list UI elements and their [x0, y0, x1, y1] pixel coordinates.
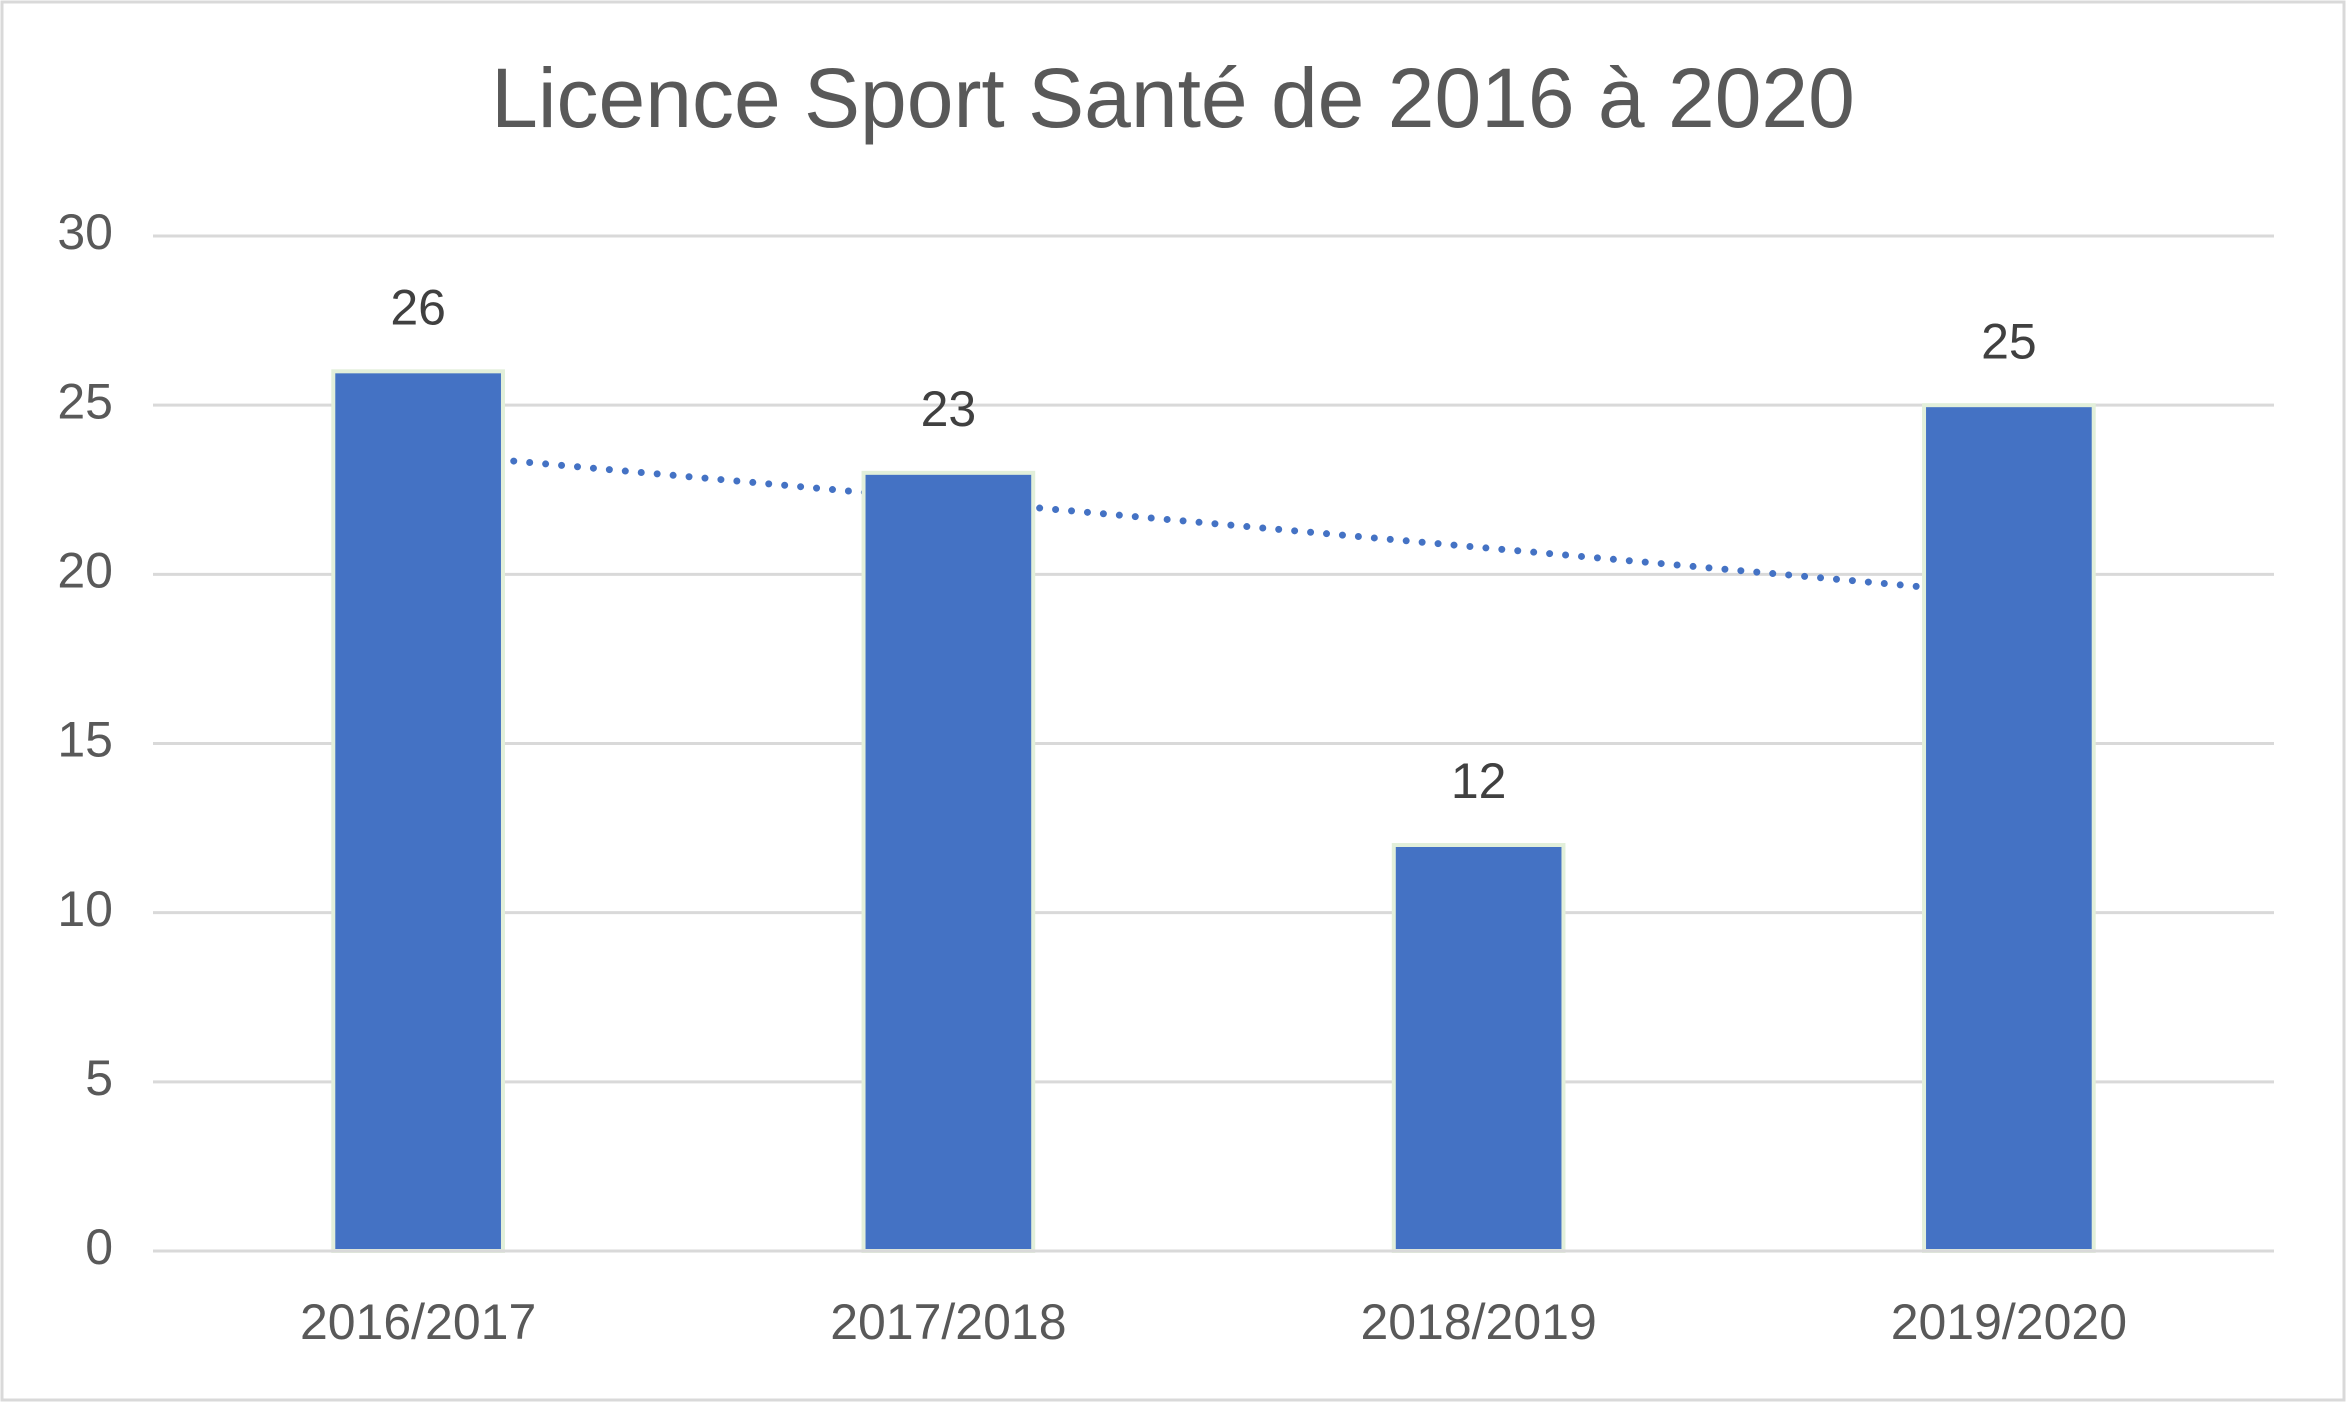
trendline — [414, 449, 2013, 599]
y-tick-label: 5 — [85, 1050, 113, 1106]
bar — [331, 369, 505, 1254]
bar — [1922, 403, 2096, 1253]
x-tick-label: 2016/2017 — [300, 1294, 536, 1350]
bar — [861, 470, 1036, 1254]
data-label: 23 — [921, 381, 977, 437]
x-tick-label: 2018/2019 — [1360, 1294, 1596, 1350]
x-tick-label: 2019/2020 — [1891, 1294, 2127, 1350]
y-tick-label: 10 — [57, 881, 113, 937]
y-tick-label: 30 — [57, 204, 113, 260]
chart-title: Licence Sport Santé de 2016 à 2020 — [491, 51, 1855, 145]
y-tick-label: 25 — [57, 373, 113, 429]
y-tick-label: 20 — [57, 543, 113, 599]
x-tick-label: 2017/2018 — [830, 1294, 1066, 1350]
data-label: 26 — [390, 280, 446, 336]
bar — [1391, 843, 1566, 1253]
data-label: 12 — [1451, 753, 1507, 809]
y-tick-label: 0 — [85, 1219, 113, 1275]
y-tick-label: 15 — [57, 712, 113, 768]
data-label: 25 — [1981, 313, 2037, 369]
